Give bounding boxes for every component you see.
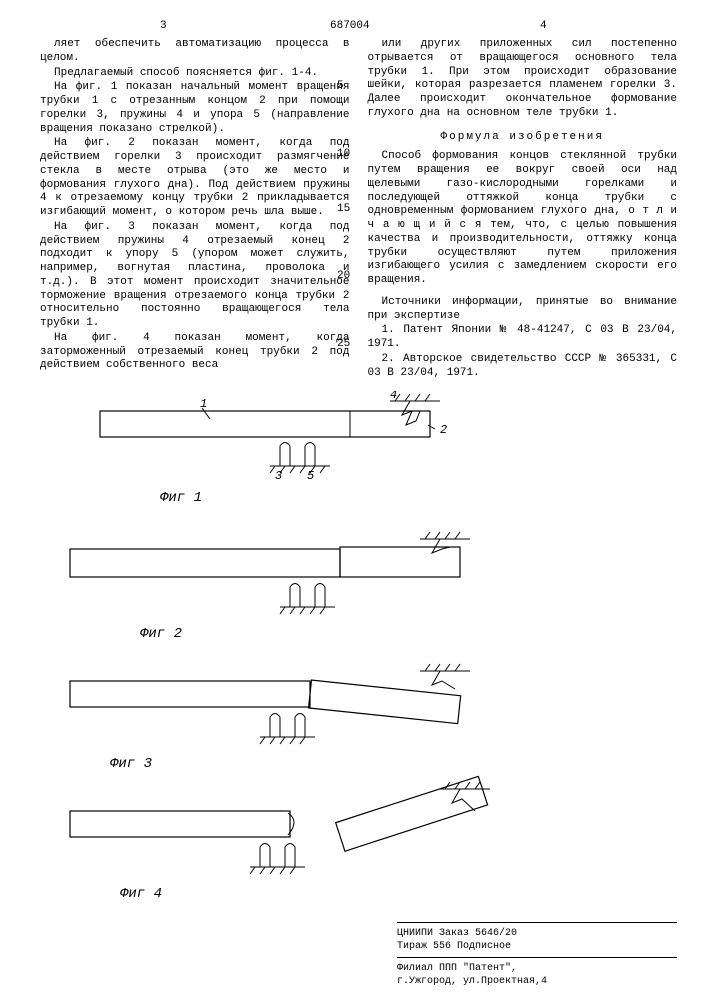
left-p4: На фиг. 2 показан момент, когда под дейс… xyxy=(40,137,350,220)
fig2-caption: Фиг 2 xyxy=(140,626,182,642)
fig1-group: 1 3 5 4 2 Фиг 1 xyxy=(100,391,447,506)
fig1-spring xyxy=(402,401,420,425)
fig1-tube xyxy=(100,411,430,437)
fig3-burner-right xyxy=(295,714,305,738)
line-num-10: 10 xyxy=(337,148,350,162)
fig1-caption: Фиг 1 xyxy=(160,490,202,506)
left-column: ляет обеспечить автоматизацию процесса в… xyxy=(40,38,350,381)
fig2-burner-right xyxy=(315,584,325,608)
doc-number: 687004 xyxy=(330,20,370,34)
fig3-caption: Фиг 3 xyxy=(110,756,152,772)
right-p1: или других приложенных сил постепенно от… xyxy=(368,38,678,121)
footer-line1: ЦНИИПИ Заказ 5646/20 xyxy=(397,927,677,940)
footer-line3: Филиал ППП "Патент", xyxy=(397,962,677,975)
fig2-tube-right xyxy=(340,547,460,577)
left-p2: Предлагаемый способ поясняется фиг. 1-4. xyxy=(40,67,350,81)
fig1-label-4: 4 xyxy=(390,391,397,402)
fig3-burner-left xyxy=(270,714,280,738)
fig4-caption: Фиг 4 xyxy=(120,886,162,902)
line-num-20: 20 xyxy=(337,270,350,284)
footer-line4: г.Ужгород, ул.Проектная,4 xyxy=(397,975,677,988)
fig2-group: Фиг 2 xyxy=(70,532,470,642)
figures-area: 1 3 5 4 2 Фиг 1 Фиг 2 xyxy=(40,391,677,931)
page-num-right: 4 xyxy=(540,20,547,34)
fig1-label-5: 5 xyxy=(307,469,314,483)
sources-title: Источники информации, принятые во вниман… xyxy=(368,296,678,324)
left-p3: На фиг. 1 показан начальный момент враще… xyxy=(40,81,350,136)
fig4-burner-left xyxy=(260,844,270,868)
left-p1: ляет обеспечить автоматизацию процесса в… xyxy=(40,38,350,66)
fig1-label-3: 3 xyxy=(275,469,282,483)
fig4-tube-end xyxy=(288,813,294,835)
page-num-left: 3 xyxy=(160,20,167,34)
fig4-group: Фиг 4 xyxy=(70,777,490,903)
header: 3 687004 4 xyxy=(40,20,677,38)
fig1-label-1: 1 xyxy=(200,397,207,411)
footer-line2: Тираж 556 Подписное xyxy=(397,940,677,953)
fig2-burner-left xyxy=(290,584,300,608)
fig3-tube-left xyxy=(70,681,310,707)
left-p6: На фиг. 4 показан момент, когда затормож… xyxy=(40,332,350,373)
fig4-spring xyxy=(452,789,475,811)
line-num-5: 5 xyxy=(337,80,344,94)
fig1-burner-right xyxy=(305,443,315,467)
left-p5: На фиг. 3 показан момент, когда под дейс… xyxy=(40,221,350,331)
fig3-group: Фиг 3 xyxy=(70,664,470,772)
fig2-tube-left xyxy=(70,549,340,577)
formula-title: Формула изобретения xyxy=(368,131,678,145)
fig2-spring xyxy=(432,539,450,553)
fig3-tube-right xyxy=(309,680,461,724)
fig1-burner-left xyxy=(280,443,290,467)
figures-svg: 1 3 5 4 2 Фиг 1 Фиг 2 xyxy=(40,391,680,931)
fig1-label-2: 2 xyxy=(440,423,447,437)
right-p2: Способ формования концов стеклянной труб… xyxy=(368,150,678,288)
source-1: 1. Патент Японии № 48-41247, С 03 В 23/0… xyxy=(368,324,678,352)
right-column: или других приложенных сил постепенно от… xyxy=(368,38,678,381)
fig4-burner-right xyxy=(285,844,295,868)
line-num-25: 25 xyxy=(337,338,350,352)
fig4-tube-left xyxy=(70,811,290,837)
fig4-tube-right xyxy=(336,777,488,852)
source-2: 2. Авторское свидетельство СССР № 365331… xyxy=(368,353,678,381)
fig3-spring xyxy=(432,671,455,689)
line-num-15: 15 xyxy=(337,203,350,217)
footer: ЦНИИПИ Заказ 5646/20 Тираж 556 Подписное… xyxy=(397,918,677,988)
